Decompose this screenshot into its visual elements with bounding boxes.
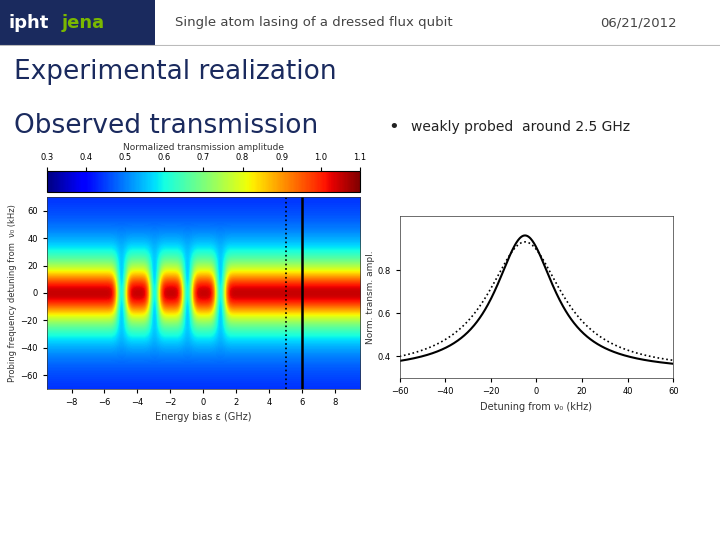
Y-axis label: Norm. transm. ampl.: Norm. transm. ampl.: [366, 250, 374, 344]
Text: 06/21/2012: 06/21/2012: [600, 16, 677, 30]
X-axis label: Detuning from ν₀ (kHz): Detuning from ν₀ (kHz): [480, 402, 593, 411]
Y-axis label: Probing frequency detuning from  ν₀ (kHz): Probing frequency detuning from ν₀ (kHz): [9, 204, 17, 382]
Bar: [0, 0, 155, 46]
Text: Experimental realization: Experimental realization: [14, 59, 337, 85]
Title: Normalized transmission amplitude: Normalized transmission amplitude: [123, 144, 284, 152]
Text: weakly probed  around 2.5 GHz: weakly probed around 2.5 GHz: [411, 120, 631, 134]
Text: Observed transmission: Observed transmission: [14, 113, 319, 139]
Text: ipht: ipht: [8, 14, 48, 32]
Text: •: •: [388, 118, 399, 136]
X-axis label: Energy bias ε (GHz): Energy bias ε (GHz): [155, 413, 252, 422]
Text: jena: jena: [62, 14, 105, 32]
Text: Single atom lasing of a dressed flux qubit: Single atom lasing of a dressed flux qub…: [175, 16, 453, 30]
